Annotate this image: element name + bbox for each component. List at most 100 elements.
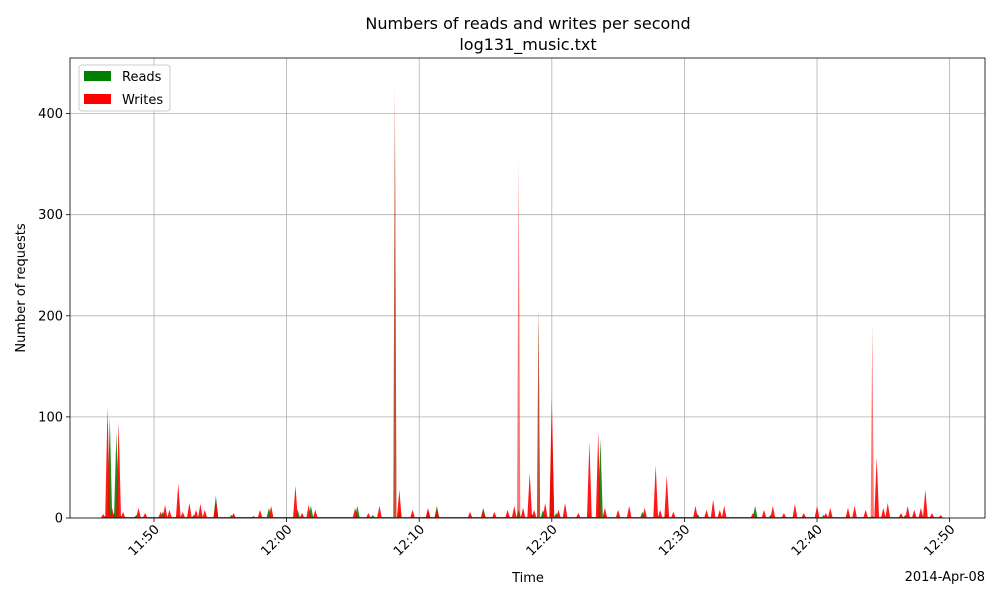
data-spike [158, 511, 164, 518]
data-spike [792, 503, 798, 518]
legend-swatch [84, 71, 111, 81]
data-spike [396, 489, 402, 518]
data-spike [377, 505, 382, 518]
data-spike [105, 406, 110, 518]
legend-label: Writes [122, 93, 163, 108]
series-writes [100, 83, 944, 519]
data-spike [517, 159, 521, 518]
data-spike [511, 505, 517, 518]
data-spike [136, 507, 141, 518]
data-spike [938, 514, 944, 518]
data-spike [693, 505, 698, 518]
data-spike [505, 509, 511, 518]
data-spike [704, 509, 709, 518]
data-spike [575, 512, 581, 518]
data-spike [885, 502, 891, 518]
data-spike [626, 505, 632, 518]
y-tick-label: 0 [55, 512, 63, 527]
data-spike [410, 509, 415, 518]
data-spike [120, 511, 126, 518]
data-spike [293, 485, 298, 518]
x-tick-label: 11:50 [126, 522, 163, 559]
data-spike [299, 512, 305, 518]
axes [66, 57, 986, 522]
data-spike [823, 512, 829, 518]
data-spike [770, 505, 776, 518]
data-spike [531, 509, 537, 518]
data-spike [898, 512, 904, 518]
data-spike [162, 504, 168, 518]
data-spike [905, 505, 911, 518]
data-spike [257, 509, 263, 518]
plot-frame [69, 57, 986, 519]
y-tick-label: 100 [38, 410, 63, 425]
data-spike [657, 509, 663, 518]
data-spike [197, 503, 203, 518]
data-spike [664, 475, 670, 518]
x-tick-labels: 11:50 12:00 12:10 12:20 12:30 12:40 12:50 [126, 522, 959, 559]
data-spike [352, 507, 358, 518]
data-spike [845, 507, 851, 518]
data-spike [467, 511, 473, 518]
data-spike [801, 512, 807, 518]
data-spike [870, 325, 874, 518]
series-areas [100, 83, 944, 519]
data-spike [100, 513, 106, 518]
data-spike [175, 483, 181, 518]
data-spike [491, 511, 497, 518]
data-spike [365, 512, 371, 518]
x-offset-label: 2014-Apr-08 [905, 570, 985, 585]
data-spike [615, 509, 621, 518]
data-spike [167, 509, 172, 518]
data-spike [911, 509, 917, 518]
x-tick-label: 12:40 [789, 522, 826, 559]
data-spike [213, 499, 219, 518]
data-spike [562, 502, 568, 518]
data-spike [109, 507, 115, 518]
data-spike [549, 396, 555, 518]
data-spike [929, 512, 935, 518]
x-tick-label: 12:10 [391, 522, 428, 559]
data-spike [852, 505, 858, 518]
data-spike [922, 489, 928, 518]
y-tick-label: 200 [38, 309, 63, 324]
data-spike [480, 509, 486, 518]
data-spike [193, 509, 199, 518]
data-spike [434, 509, 440, 518]
data-spike [536, 305, 541, 518]
y-tick-label: 300 [38, 208, 63, 223]
data-spike [717, 509, 723, 518]
data-spike [425, 507, 431, 518]
data-spike [653, 465, 659, 518]
x-tick-label: 12:20 [524, 522, 561, 559]
data-spike [670, 511, 676, 518]
data-spike [874, 457, 880, 518]
data-spike [814, 505, 820, 518]
data-spike [202, 509, 208, 518]
data-spike [827, 507, 833, 518]
data-spike [752, 505, 758, 518]
data-spike [918, 507, 924, 518]
data-spike [721, 505, 727, 518]
x-tick-label: 12:50 [921, 522, 958, 559]
data-spike [595, 432, 601, 518]
data-spike [556, 509, 561, 518]
legend: Reads Writes [78, 64, 171, 112]
grid-lines [70, 58, 985, 519]
data-spike [710, 499, 716, 518]
x-tick-label: 12:00 [258, 522, 295, 559]
data-spike [781, 512, 787, 518]
data-spike [586, 442, 592, 518]
data-spike [750, 512, 756, 518]
x-axis-label: Time [511, 571, 544, 586]
data-spike [863, 509, 869, 518]
y-axis-label: Number of requests [14, 223, 29, 352]
data-spike [268, 505, 274, 518]
data-spike [880, 507, 886, 518]
data-spike [642, 507, 648, 518]
y-tick-labels: 0 100 200 300 400 [38, 107, 63, 526]
chart-title: Numbers of reads and writes per second [365, 14, 690, 33]
y-tick-label: 400 [38, 107, 63, 122]
data-spike [602, 507, 608, 518]
